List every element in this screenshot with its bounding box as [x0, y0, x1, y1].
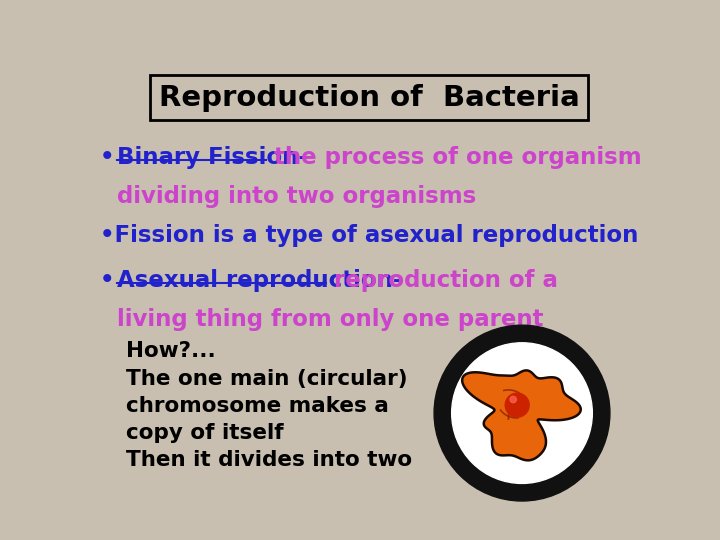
Circle shape: [451, 343, 593, 483]
Polygon shape: [462, 370, 581, 460]
Circle shape: [510, 396, 516, 403]
Text: living thing from only one parent: living thing from only one parent: [117, 308, 544, 331]
Text: •: •: [100, 268, 114, 292]
Text: Reproduction of  Bacteria: Reproduction of Bacteria: [158, 84, 580, 112]
Text: •Fission is a type of asexual reproduction: •Fission is a type of asexual reproducti…: [100, 224, 639, 247]
Text: •: •: [100, 146, 114, 169]
Text: reproduction of a: reproduction of a: [325, 268, 557, 292]
Text: Asexual reproduction-: Asexual reproduction-: [117, 268, 402, 292]
Circle shape: [434, 325, 610, 501]
Text: How?...
The one main (circular)
chromosome makes a
copy of itself
Then it divide: How?... The one main (circular) chromoso…: [126, 341, 413, 470]
Text: dividing into two organisms: dividing into two organisms: [117, 185, 476, 208]
Text: the process of one organism: the process of one organism: [266, 146, 642, 169]
Text: Binary Fission-: Binary Fission-: [117, 146, 307, 169]
Circle shape: [505, 393, 529, 417]
